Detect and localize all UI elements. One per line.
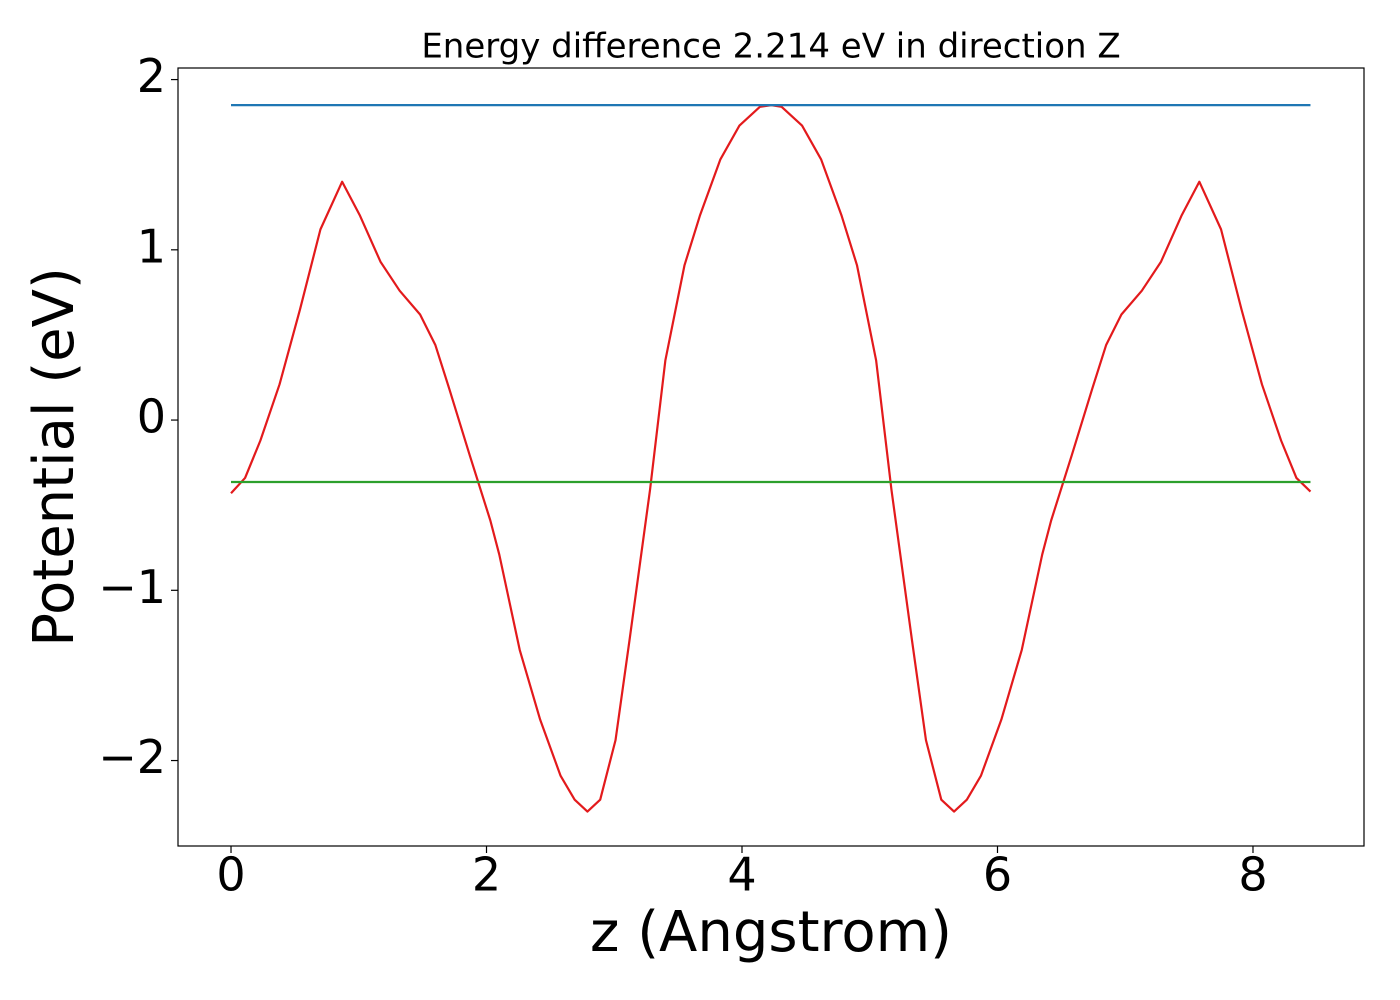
chart-title: Energy difference 2.214 eV in direction …: [421, 27, 1120, 67]
y-tick-label: 1: [137, 219, 166, 273]
y-tick-label: −2: [98, 730, 166, 784]
x-tick-label: 8: [1238, 848, 1267, 902]
plot-frame: [177, 67, 1365, 847]
x-tick-label: 0: [216, 848, 245, 902]
y-axis-label: Potential (eV): [22, 267, 87, 647]
x-tick-label: 6: [983, 848, 1012, 902]
x-tick-label: 2: [472, 848, 501, 902]
y-tick-label: −1: [98, 560, 166, 614]
x-axis-label: z (Angstrom): [590, 900, 952, 965]
y-tick-label: 0: [137, 390, 166, 444]
x-tick-label: 4: [727, 848, 756, 902]
y-tick-label: 2: [137, 49, 166, 103]
